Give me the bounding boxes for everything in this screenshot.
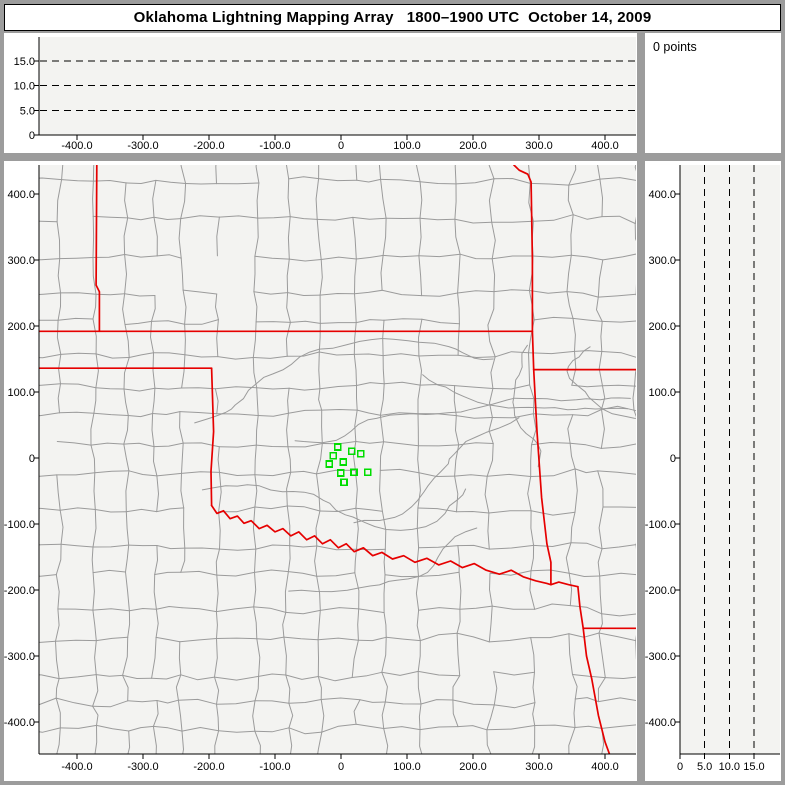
lma-station-marker: [336, 469, 345, 477]
ns-tick-label: 0: [29, 453, 35, 465]
ns-tick-label: 400.0: [648, 189, 676, 201]
ew-tick-label: 400.0: [591, 761, 619, 773]
ew-tick-label: 0: [338, 140, 344, 152]
axes: [34, 37, 636, 140]
ew-tick-label: -200.0: [193, 140, 224, 152]
lma-station-marker: [350, 468, 358, 477]
lma-station-marker: [333, 443, 342, 451]
plan-view-panel: 400.0 300.0 200.0 100.0 0 -100.0 -200.0 -300.0 -…: [4, 161, 637, 781]
ns-tick-label: -200.0: [645, 585, 676, 597]
points-counter-panel: 0 points: [645, 33, 781, 153]
altitude-tick-label: 10.0: [719, 761, 740, 773]
ns-tick-label: 100.0: [7, 387, 35, 399]
lma-station-marker: [340, 478, 348, 487]
lma-station-marker: [339, 458, 348, 466]
altitude-tick-label: 5.0: [20, 105, 35, 117]
ew-tick-label: -400.0: [61, 761, 92, 773]
points-count-label: 0 points: [653, 40, 697, 54]
altitude-tick-label: 15.0: [743, 761, 764, 773]
ns-tick-label: 400.0: [7, 189, 35, 201]
altitude-ew-panel: 0 5.0 10.0 15.0 -400.0 -300.0 -200.0 -100.0 0 100…: [4, 33, 637, 153]
altitude-tick-label: 0: [677, 761, 683, 773]
ew-tick-label: 0: [338, 761, 344, 773]
ew-tick-label: -300.0: [127, 140, 158, 152]
ew-tick-label: 300.0: [525, 761, 553, 773]
axes: [34, 165, 636, 759]
lma-station-marker: [363, 468, 372, 477]
ns-tick-label: 300.0: [7, 255, 35, 267]
ns-tick-label: 100.0: [648, 387, 676, 399]
ew-tick-label: 200.0: [459, 761, 487, 773]
altitude-tick-label: 0: [29, 130, 35, 142]
ns-tick-label: -100.0: [4, 519, 35, 531]
ew-tick-label: 100.0: [393, 761, 421, 773]
ns-tick-label: -400.0: [4, 717, 35, 729]
ns-tick-label: 0: [670, 453, 676, 465]
county-boundaries-layer: [39, 165, 636, 754]
title-bar: Oklahoma Lightning Mapping Array 1800–19…: [4, 4, 781, 31]
lma-stations-layer: [325, 443, 372, 487]
ew-tick-label: -100.0: [259, 140, 290, 152]
ew-tick-label: 200.0: [459, 140, 487, 152]
altitude-ns-plot-area[interactable]: [680, 165, 780, 754]
page-title: Oklahoma Lightning Mapping Array 1800–19…: [133, 9, 652, 26]
altitude-ns-panel: 400.0 300.0 200.0 100.0 0 -100.0 -200.0 -300.0 -…: [645, 161, 781, 781]
ns-tick-label: -400.0: [645, 717, 676, 729]
altitude-tick-label: 10.0: [14, 81, 35, 93]
ew-tick-label: 100.0: [393, 140, 421, 152]
ew-tick-label: -400.0: [61, 140, 92, 152]
ew-tick-label: 300.0: [525, 140, 553, 152]
axes: [675, 165, 780, 759]
ns-tick-label: -300.0: [645, 651, 676, 663]
lma-station-marker: [347, 447, 356, 456]
altitude-tick-label: 15.0: [14, 56, 35, 68]
plan-view-plot-area[interactable]: [39, 165, 636, 754]
altitude-gridlines: [704, 165, 755, 754]
ew-tick-label: 400.0: [591, 140, 619, 152]
altitude-ew-plot[interactable]: 0 5.0 10.0 15.0 -400.0 -300.0 -200.0 -100.0 0 100…: [4, 33, 637, 153]
altitude-ns-plot[interactable]: 400.0 300.0 200.0 100.0 0 -100.0 -200.0 -300.0 -…: [645, 161, 781, 781]
lma-station-marker: [356, 449, 365, 458]
ns-tick-label: 200.0: [648, 321, 676, 333]
ns-tick-label: -300.0: [4, 651, 35, 663]
lma-station-marker: [329, 451, 338, 460]
ew-tick-label: -100.0: [259, 761, 290, 773]
altitude-gridlines: [40, 60, 636, 111]
ns-tick-label: -200.0: [4, 585, 35, 597]
ew-tick-label: -200.0: [193, 761, 224, 773]
ns-tick-label: 200.0: [7, 321, 35, 333]
state-borders-layer: [39, 165, 636, 754]
plan-view-plot[interactable]: 400.0 300.0 200.0 100.0 0 -100.0 -200.0 -300.0 -…: [4, 161, 637, 781]
ns-tick-label: -100.0: [645, 519, 676, 531]
ew-tick-label: -300.0: [127, 761, 158, 773]
altitude-tick-label: 5.0: [697, 761, 712, 773]
ns-tick-label: 300.0: [648, 255, 676, 267]
lma-station-marker: [325, 460, 334, 468]
